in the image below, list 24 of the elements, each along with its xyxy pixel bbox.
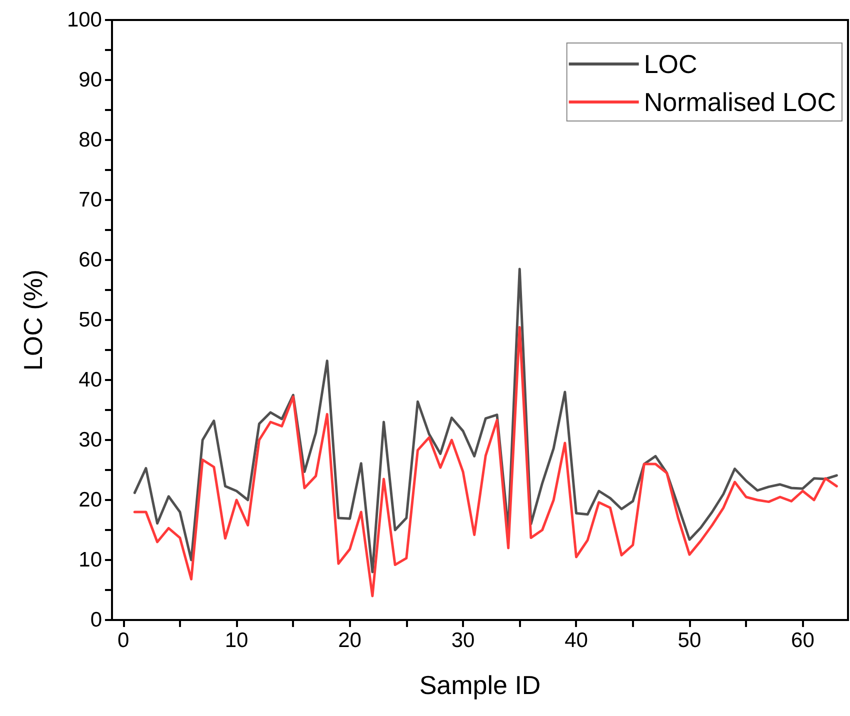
legend-label: Normalised LOC (644, 87, 836, 117)
x-tick-label: 40 (564, 629, 588, 652)
x-tick-label: 10 (224, 629, 248, 652)
y-tick-label: 90 (78, 68, 102, 92)
y-tick-label: 50 (78, 308, 102, 332)
x-tick-label: 50 (678, 629, 702, 652)
y-tick-label: 20 (78, 488, 102, 512)
x-tick-label: 60 (791, 629, 814, 652)
y-tick-label: 40 (78, 368, 102, 392)
y-tick-label: 100 (66, 8, 102, 32)
y-tick-label: 60 (78, 248, 102, 272)
x-tick-label: 0 (117, 629, 130, 652)
y-tick-label: 30 (78, 428, 102, 452)
x-axis-title: Sample ID (419, 670, 541, 700)
x-tick-label: 30 (451, 629, 475, 652)
y-tick-label: 80 (78, 128, 102, 152)
legend-label: LOC (644, 49, 698, 79)
x-tick-label: 20 (338, 629, 362, 652)
y-tick-label: 70 (78, 188, 102, 212)
line-series (133, 268, 838, 574)
y-tick-label: 10 (78, 548, 102, 572)
y-tick-label: 0 (90, 608, 102, 632)
y-axis-title: LOC (%) (18, 269, 48, 371)
line-series (133, 326, 838, 598)
